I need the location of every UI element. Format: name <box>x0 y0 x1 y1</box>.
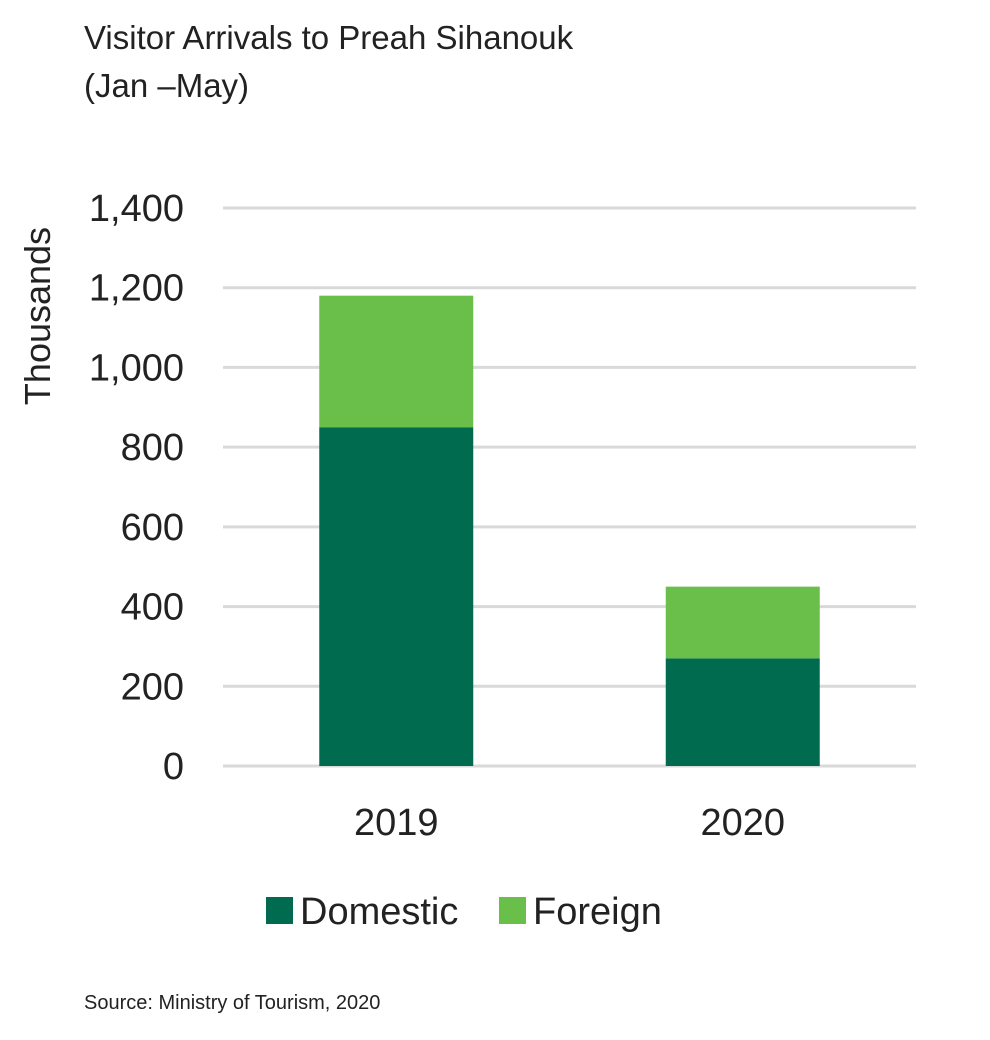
chart-title-line1: Visitor Arrivals to Preah Sihanouk <box>84 19 574 56</box>
bar-2020-domestic <box>665 658 820 766</box>
y-tick-label-200: 200 <box>121 666 184 708</box>
y-tick-label-1200: 1,200 <box>89 268 184 310</box>
source-note: Source: Ministry of Tourism, 2020 <box>84 992 381 1014</box>
x-axis-tick-labels: 2019 2020 <box>354 802 785 844</box>
legend: Domestic Foreign <box>266 891 662 933</box>
legend-label-domestic: Domestic <box>300 891 458 933</box>
chart-title: Visitor Arrivals to Preah Sihanouk (Jan … <box>84 14 573 110</box>
x-tick-label-2020: 2020 <box>700 802 785 844</box>
bar-2019-domestic <box>319 427 474 766</box>
y-tick-label-600: 600 <box>121 507 184 549</box>
bar-2020-foreign <box>665 586 820 659</box>
y-tick-label-800: 800 <box>121 427 184 469</box>
legend-swatch-foreign <box>499 897 526 924</box>
y-tick-label-0: 0 <box>163 746 184 788</box>
x-tick-label-2019: 2019 <box>354 802 439 844</box>
bar-2019-foreign <box>319 295 474 428</box>
legend-swatch-domestic <box>266 897 293 924</box>
legend-label-foreign: Foreign <box>533 891 662 933</box>
y-axis-label: Thousands <box>17 227 58 405</box>
chart-title-line2: (Jan –May) <box>84 67 250 104</box>
y-tick-label-400: 400 <box>121 587 184 629</box>
stacked-bar-chart: 0 200 400 600 800 1,000 1,200 1,400 2019 2020 Th… <box>17 188 916 933</box>
y-axis-tick-labels: 0 200 400 600 800 1,000 1,200 1,400 <box>89 188 184 788</box>
y-tick-label-1400: 1,400 <box>89 188 184 230</box>
bars <box>319 295 820 766</box>
y-tick-label-1000: 1,000 <box>89 347 184 389</box>
